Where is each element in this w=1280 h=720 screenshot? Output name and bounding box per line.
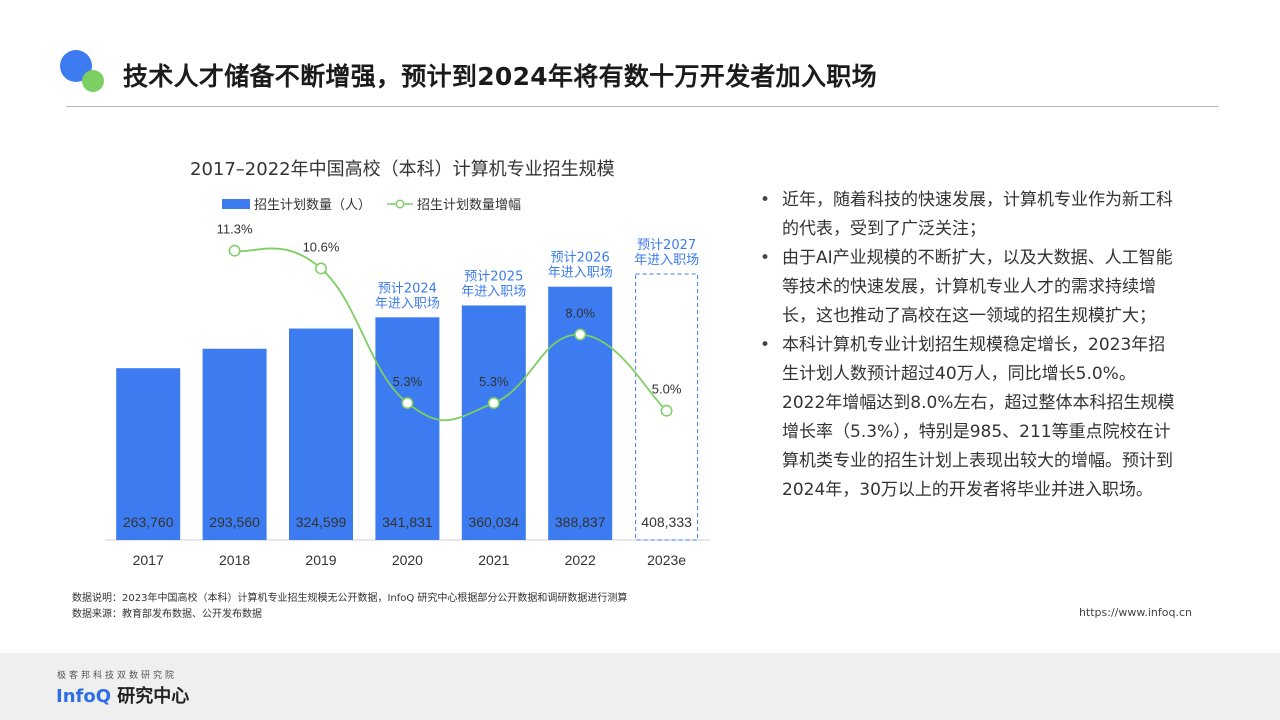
bar (375, 317, 440, 540)
growth-value-label: 10.6% (303, 239, 340, 254)
x-tick-label: 2019 (305, 552, 336, 568)
entry-annotation: 年进入职场 (461, 284, 526, 299)
bar (116, 368, 181, 540)
entry-annotation: 年进入职场 (375, 296, 440, 311)
data-source: 数据来源：教育部发布数据、公开发布数据 (72, 609, 262, 620)
growth-point (315, 262, 327, 275)
growth-value-label: 5.3% (393, 374, 423, 389)
insight-item: 近年，随着科技的快速发展，计算机专业作为新工科的代表，受到了广泛关注； (758, 186, 1178, 244)
bar (202, 348, 267, 540)
growth-value-label: 5.0% (652, 382, 682, 397)
legend-bar-swatch (222, 198, 250, 209)
footer-brand: InfoQ 研究中心 (56, 682, 189, 708)
logo-dots-icon (60, 50, 110, 96)
growth-point (401, 397, 414, 410)
x-tick-label: 2018 (219, 552, 250, 568)
bar-value-label: 324,599 (296, 514, 347, 530)
entry-annotation: 预计2025 (464, 269, 523, 284)
data-note: 数据说明：2023年中国高校（本科）计算机专业招生规模无公开数据，InfoQ 研… (72, 593, 628, 604)
bar-value-label: 360,034 (468, 514, 519, 530)
growth-point (660, 404, 673, 417)
green-dot (82, 70, 104, 92)
x-tick-label: 2023e (647, 552, 686, 568)
bar-estimate (635, 273, 699, 541)
x-tick-label: 2020 (392, 552, 423, 568)
growth-point (487, 397, 500, 410)
source-url[interactable]: https://www.infoq.cn (1078, 606, 1192, 619)
bar (461, 305, 526, 540)
entry-annotation: 年进入职场 (634, 253, 699, 268)
bar-value-label: 263,760 (123, 514, 174, 530)
footer-bar (0, 653, 1280, 720)
chart-title: 2017–2022年中国高校（本科）计算机专业招生规模 (190, 159, 615, 180)
title-divider (66, 106, 1219, 107)
bar-value-label: 293,560 (209, 514, 260, 530)
bar-value-label: 408,333 (641, 514, 692, 530)
x-tick-label: 2017 (133, 552, 164, 568)
x-tick-label: 2021 (478, 552, 509, 568)
brand-en: InfoQ (56, 686, 112, 707)
growth-value-label: 8.0% (565, 306, 595, 321)
growth-value-label: 11.3% (217, 222, 253, 237)
entry-annotation: 年进入职场 (548, 266, 613, 281)
insight-list: 近年，随着科技的快速发展，计算机专业作为新工科的代表，受到了广泛关注； 由于AI… (758, 186, 1178, 505)
data-notes: 数据说明：2023年中国高校（本科）计算机专业招生规模无公开数据，InfoQ 研… (72, 591, 627, 623)
footer-subtitle: 极客邦科技双数研究院 (57, 671, 178, 681)
brand-cn: 研究中心 (117, 686, 190, 707)
insight-item: 由于AI产业规模的不断扩大，以及大数据、人工智能等技术的快速发展，计算机专业人才… (758, 244, 1178, 331)
x-tick-label: 2022 (565, 552, 596, 568)
growth-point (228, 244, 241, 257)
insight-item: 本科计算机专业计划招生规模稳定增长，2023年招生计划人数预计超过40万人，同比… (758, 331, 1178, 505)
entry-annotation: 预计2027 (637, 238, 696, 253)
legend-line-label: 招生计划数量增幅 (417, 198, 522, 213)
bar (548, 286, 613, 540)
entry-annotation: 预计2026 (551, 251, 610, 266)
bar-value-label: 341,831 (382, 514, 433, 530)
bar (289, 328, 353, 540)
legend-bar-label: 招生计划数量（人） (254, 198, 372, 213)
legend-line-swatch (387, 199, 414, 208)
bar-value-label: 388,837 (555, 514, 606, 530)
growth-point (574, 328, 587, 341)
chart-legend: 招生计划数量（人） 招生计划数量增幅 (222, 194, 521, 213)
growth-value-label: 5.3% (479, 374, 509, 389)
page-title: 技术人才储备不断增强，预计到2024年将有数十万开发者加入职场 (123, 62, 877, 91)
entry-annotation: 预计2024 (378, 281, 437, 296)
